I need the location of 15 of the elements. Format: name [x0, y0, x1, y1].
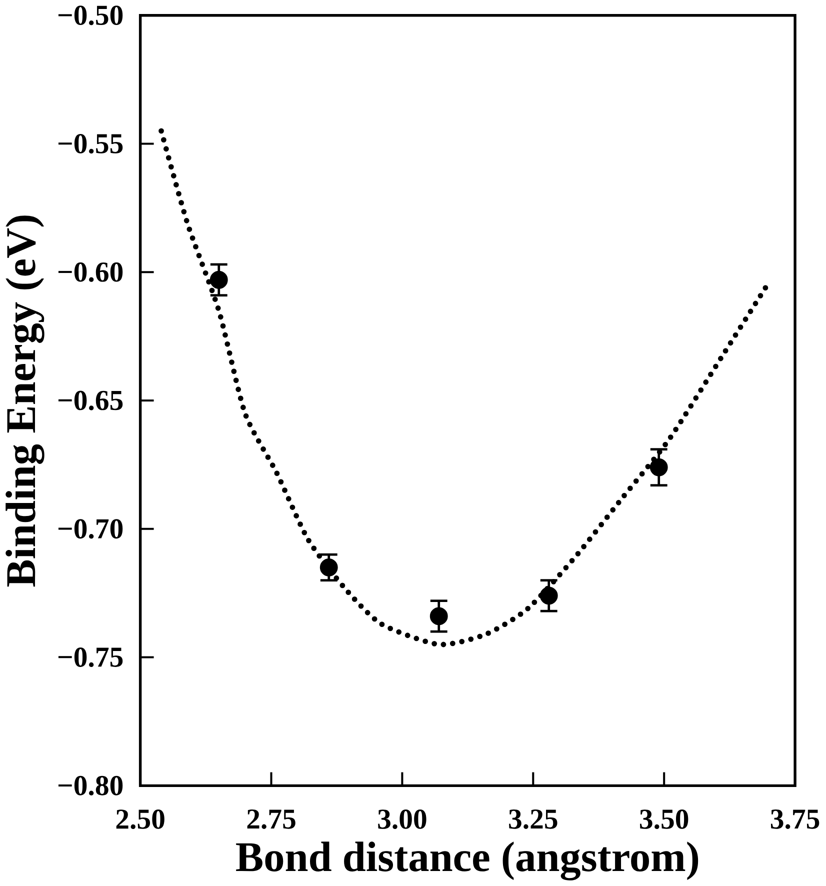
y-tick-label: −0.55 [58, 134, 123, 154]
y-tick-label: −0.70 [58, 519, 123, 539]
y-tick-label: −0.50 [58, 6, 123, 26]
y-tick-label: −0.65 [58, 390, 123, 410]
x-tick-label: 3.50 [640, 810, 688, 830]
y-tick-label: −0.60 [58, 262, 123, 282]
y-axis-title: Binding Energy (eV) [6, 216, 44, 587]
x-tick-label: 2.50 [116, 810, 164, 830]
x-tick-label: 2.75 [247, 810, 296, 829]
y-tick-label: −0.80 [58, 776, 123, 796]
y-tick-label: −0.75 [58, 648, 123, 668]
x-tick-label: 3.00 [378, 810, 426, 830]
x-tick-label: 3.25 [509, 810, 558, 829]
x-axis-title: Bond distance (angstrom) [236, 842, 698, 880]
x-tick-label: 3.75 [771, 810, 820, 829]
